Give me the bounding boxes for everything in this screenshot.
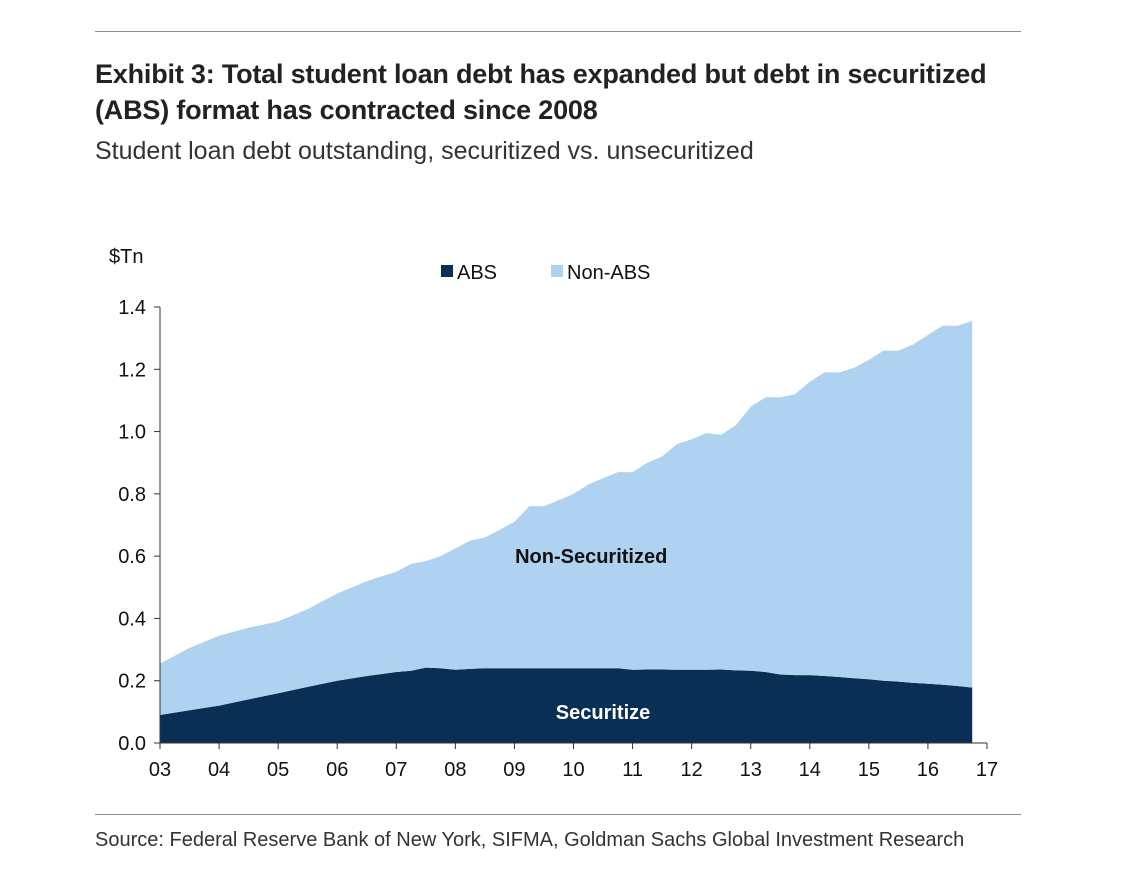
legend-swatch-non-abs <box>551 265 563 277</box>
y-tick-label: 0.2 <box>118 671 146 693</box>
y-tick-label: 1.4 <box>118 297 146 319</box>
y-axis-label: $Tn <box>109 246 143 268</box>
x-tick-label: 07 <box>385 759 407 781</box>
area-annotation: Non-Securitized <box>515 546 667 568</box>
x-tick-label: 09 <box>503 759 525 781</box>
y-tick-label: 0.8 <box>118 484 146 506</box>
y-tick-label: 0.6 <box>118 546 146 568</box>
x-tick-label: 15 <box>858 759 880 781</box>
x-tick-label: 08 <box>444 759 466 781</box>
x-tick-label: 13 <box>740 759 762 781</box>
y-tick-label: 0.4 <box>118 608 146 630</box>
x-tick-label: 04 <box>208 759 230 781</box>
exhibit-title: Exhibit 3: Total student loan debt has e… <box>95 59 987 125</box>
x-tick-label: 16 <box>917 759 939 781</box>
x-tick-label: 05 <box>267 759 289 781</box>
area-abs <box>160 667 973 743</box>
y-tick-label: 0.0 <box>118 733 146 755</box>
x-tick-label: 11 <box>622 759 643 781</box>
legend-swatch-abs <box>441 265 453 277</box>
annotations-group: Non-Securitized Securitize <box>515 546 667 724</box>
legend-label: Non-ABS <box>567 262 650 284</box>
area-annotation: Securitize <box>556 702 650 724</box>
x-tick-label: 14 <box>799 759 821 781</box>
bottom-rule <box>95 814 1021 815</box>
y-tick-label: 1.0 <box>118 422 146 444</box>
legend-label: ABS <box>457 262 497 284</box>
x-tick-label: 06 <box>326 759 348 781</box>
x-tick-label: 17 <box>976 759 998 781</box>
tick-labels-group: 0.0 0.2 0.4 0.6 0.8 1.0 1.2 1.4 03 04 05 06 07 08 09 10… <box>118 297 998 781</box>
x-tick-label: 10 <box>562 759 584 781</box>
axes-group <box>154 306 988 749</box>
stacked-area-chart: 0.0 0.2 0.4 0.6 0.8 1.0 1.2 1.4 03 04 05 06 07 08 09 10… <box>109 246 998 781</box>
legend: ABS Non-ABS <box>441 262 650 284</box>
y-tick-label: 1.2 <box>118 359 146 381</box>
area-series-group <box>160 321 973 743</box>
area-non-abs <box>160 321 973 715</box>
top-rule <box>95 31 1021 32</box>
source-note: Source: Federal Reserve Bank of New York… <box>95 829 965 851</box>
x-tick-label: 12 <box>681 759 703 781</box>
exhibit-subtitle: Student loan debt outstanding, securitiz… <box>95 137 754 165</box>
x-tick-label: 03 <box>149 759 171 781</box>
